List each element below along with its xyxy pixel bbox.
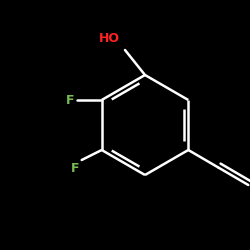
Text: HO: HO (99, 32, 120, 45)
Text: F: F (66, 94, 74, 106)
Text: F: F (71, 162, 79, 175)
